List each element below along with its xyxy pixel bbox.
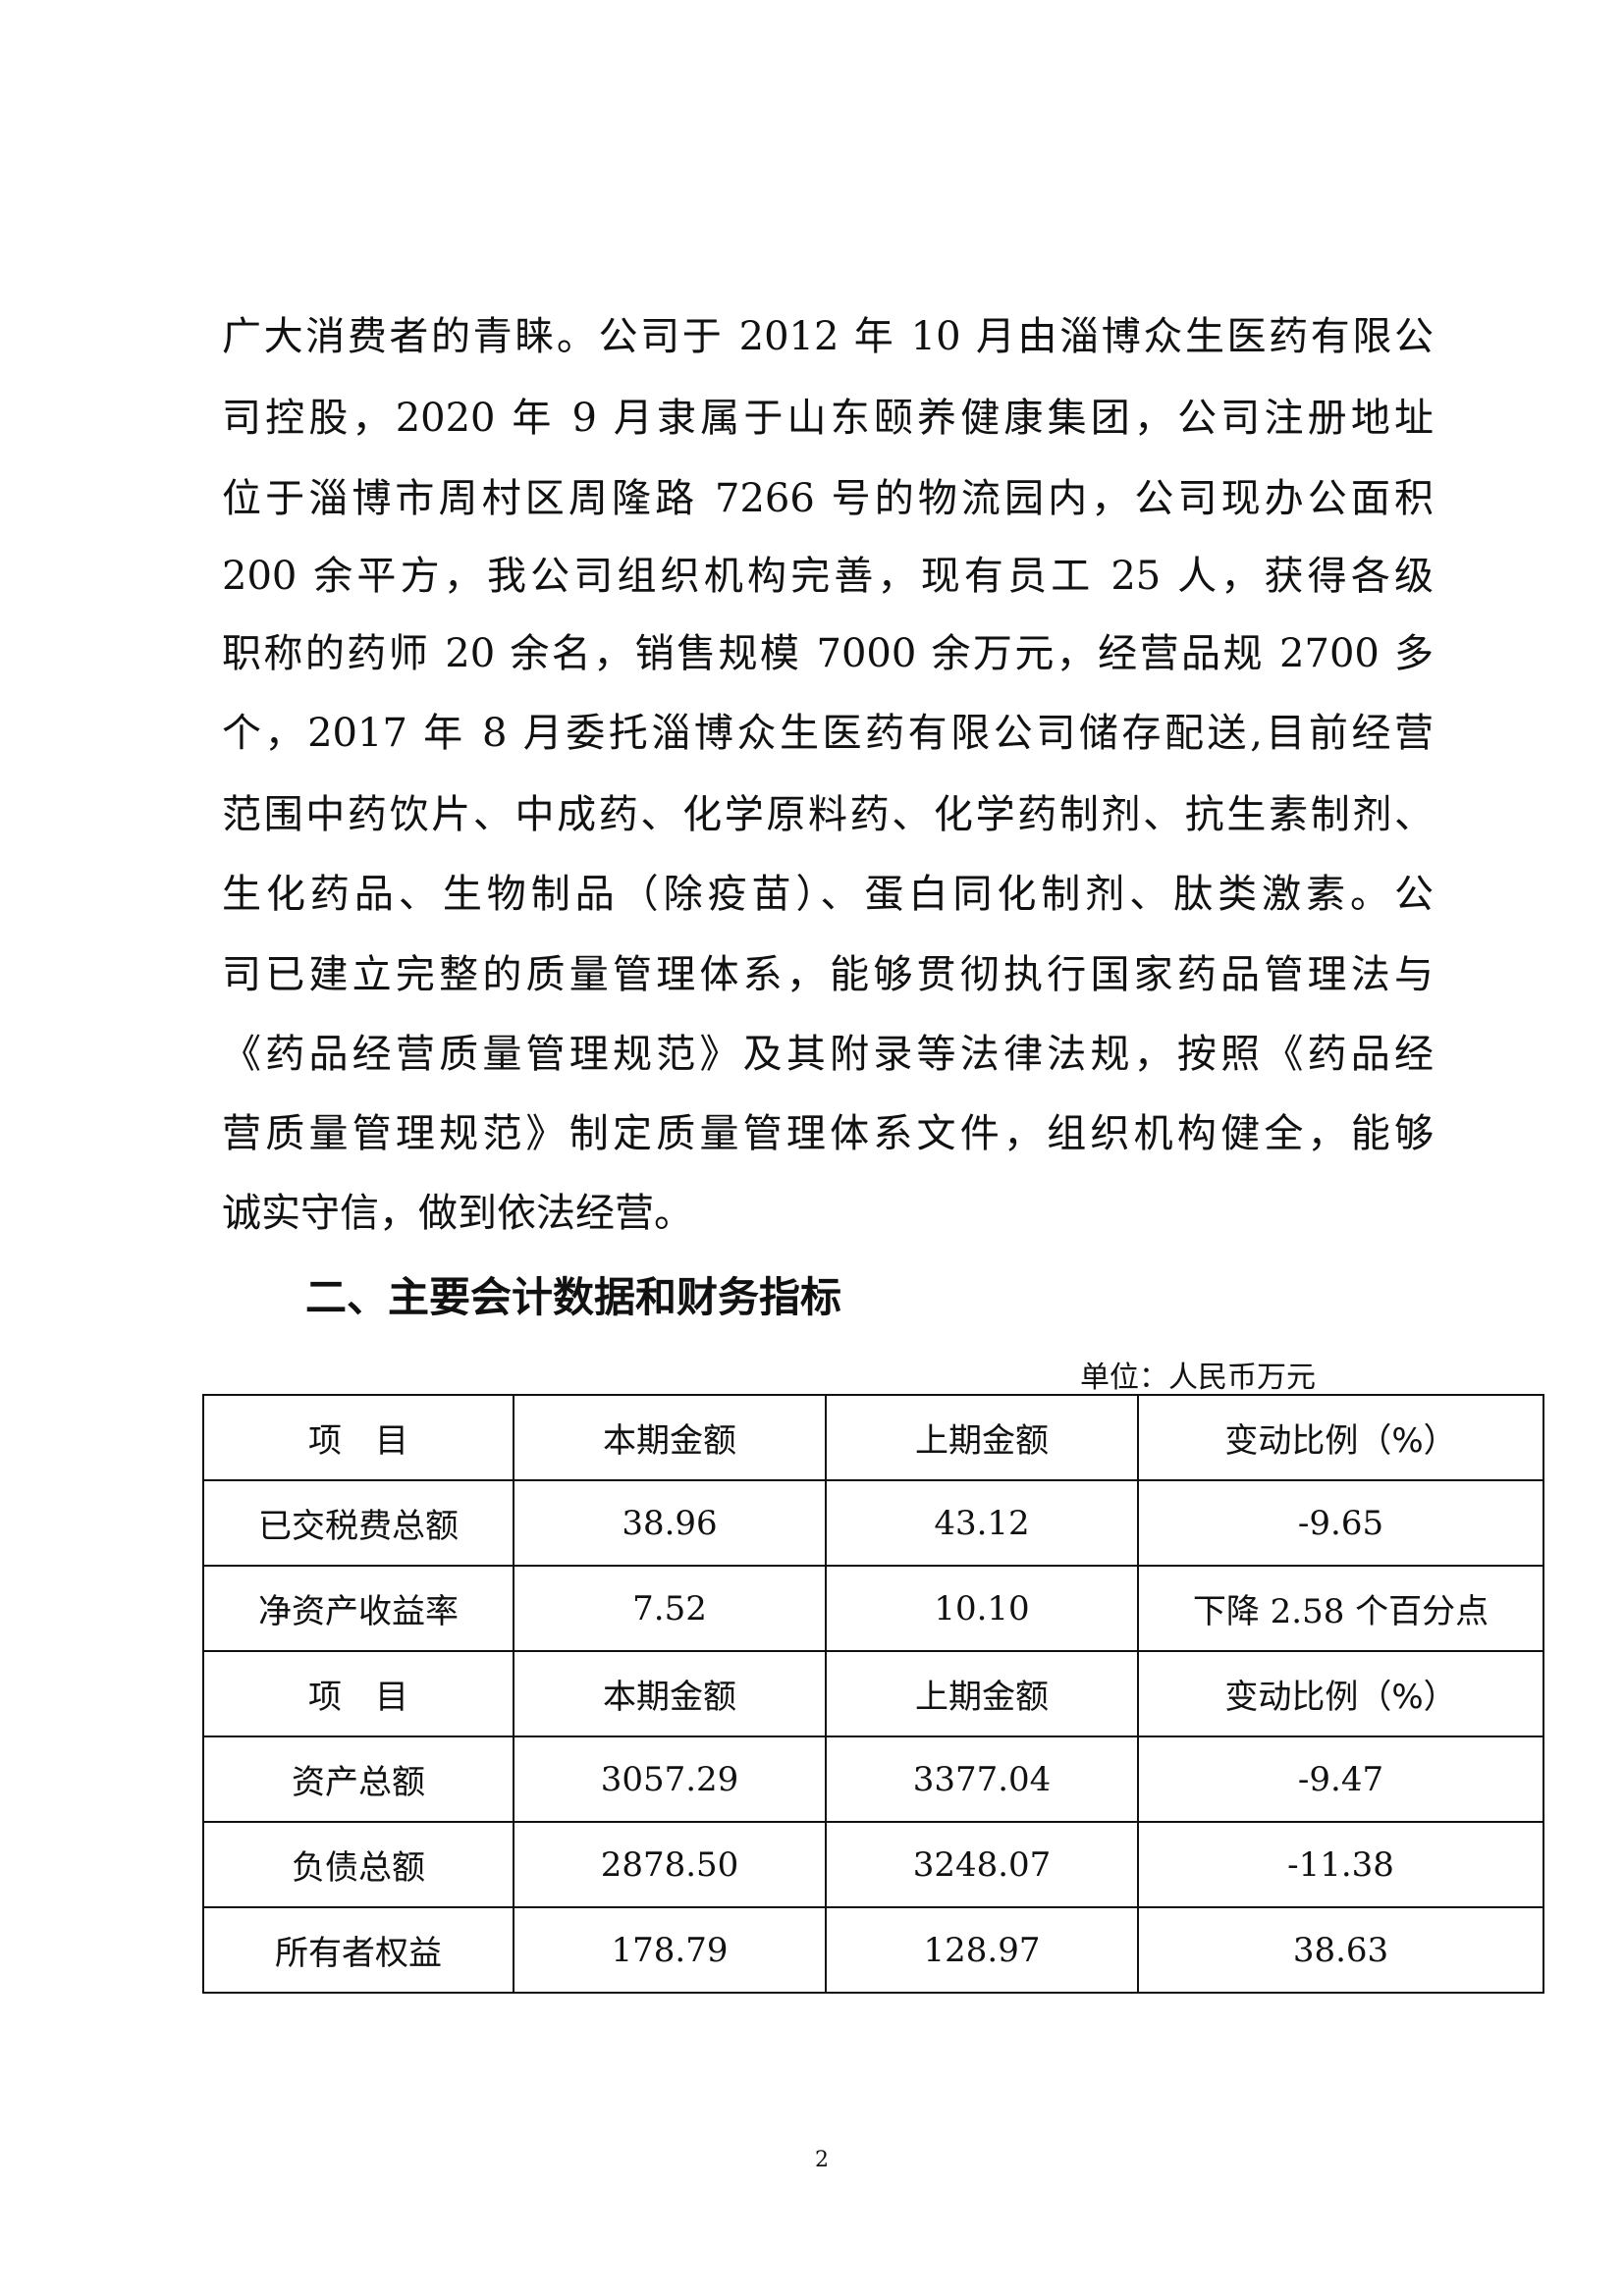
table-cell: 43.12 bbox=[825, 1479, 1139, 1567]
table-cell: 178.79 bbox=[513, 1906, 827, 1994]
header-cell: 变动比例（%） bbox=[1137, 1650, 1544, 1737]
table-row: 已交税费总额 38.96 43.12 -9.65 bbox=[202, 1479, 1544, 1567]
table-row: 净资产收益率 7.52 10.10 下降 2.58 个百分点 bbox=[202, 1565, 1544, 1652]
body-line: 个，2017 年 8 月委托淄博众生医药有限公司储存配送,目前经营 bbox=[222, 711, 1434, 756]
header-cell: 变动比例（%） bbox=[1137, 1394, 1544, 1481]
body-line: 诚实守信，做到依法经营。 bbox=[222, 1191, 693, 1236]
table-cell: 净资产收益率 bbox=[202, 1565, 514, 1652]
table-cell: 已交税费总额 bbox=[202, 1479, 514, 1567]
table-cell: -11.38 bbox=[1137, 1821, 1544, 1908]
header-cell: 上期金额 bbox=[825, 1650, 1139, 1737]
body-line: 位于淄博市周村区周隆路 7266 号的物流园内，公司现办公面积 bbox=[222, 476, 1434, 521]
header-cell: 项 目 bbox=[202, 1650, 514, 1737]
table-row: 负债总额 2878.50 3248.07 -11.38 bbox=[202, 1821, 1544, 1908]
body-line: 司控股，2020 年 9 月隶属于山东颐养健康集团，公司注册地址 bbox=[222, 396, 1434, 441]
table-cell: 10.10 bbox=[825, 1565, 1139, 1652]
body-line: 范围中药饮片、中成药、化学原料药、化学药制剂、抗生素制剂、 bbox=[222, 792, 1434, 837]
table-header-row: 项 目 本期金额 上期金额 变动比例（%） bbox=[202, 1650, 1544, 1737]
body-line: 司已建立完整的质量管理体系，能够贯彻执行国家药品管理法与 bbox=[222, 952, 1434, 997]
table-row: 所有者权益 178.79 128.97 38.63 bbox=[202, 1906, 1544, 1994]
table-cell: 负债总额 bbox=[202, 1821, 514, 1908]
unit-label: 单位：人民币万元 bbox=[1080, 1361, 1316, 1395]
section-heading: 二、主要会计数据和财务指标 bbox=[305, 1273, 842, 1321]
table-row: 资产总额 3057.29 3377.04 -9.47 bbox=[202, 1735, 1544, 1823]
header-cell: 项 目 bbox=[202, 1394, 514, 1481]
body-line: 广大消费者的青睐。公司于 2012 年 10 月由淄博众生医药有限公 bbox=[222, 314, 1434, 359]
header-cell: 上期金额 bbox=[825, 1394, 1139, 1481]
body-line: 《药品经营质量管理规范》及其附录等法律法规，按照《药品经 bbox=[222, 1032, 1434, 1077]
table-cell: 资产总额 bbox=[202, 1735, 514, 1823]
body-line: 200 余平方，我公司组织机构完善，现有员工 25 人，获得各级 bbox=[222, 554, 1434, 599]
table-cell: 38.96 bbox=[513, 1479, 827, 1567]
table-cell: 所有者权益 bbox=[202, 1906, 514, 1994]
header-cell: 本期金额 bbox=[513, 1650, 827, 1737]
table-cell: 3377.04 bbox=[825, 1735, 1139, 1823]
table-cell: 3057.29 bbox=[513, 1735, 827, 1823]
table-cell: 下降 2.58 个百分点 bbox=[1137, 1565, 1544, 1652]
table-cell: 128.97 bbox=[825, 1906, 1139, 1994]
table-cell: 7.52 bbox=[513, 1565, 827, 1652]
body-line: 营质量管理规范》制定质量管理体系文件，组织机构健全，能够 bbox=[222, 1111, 1434, 1156]
table-cell: -9.47 bbox=[1137, 1735, 1544, 1823]
table-cell: 3248.07 bbox=[825, 1821, 1139, 1908]
body-line: 职称的药师 20 余名，销售规模 7000 余万元，经营品规 2700 多 bbox=[222, 631, 1434, 676]
financial-table: 项 目 本期金额 上期金额 变动比例（%） 已交税费总额 38.96 43.12… bbox=[202, 1394, 1544, 1994]
body-line: 生化药品、生物制品（除疫苗）、蛋白同化制剂、肽类激素。公 bbox=[222, 872, 1434, 917]
table-cell: -9.65 bbox=[1137, 1479, 1544, 1567]
table-cell: 38.63 bbox=[1137, 1906, 1544, 1994]
table-cell: 2878.50 bbox=[513, 1821, 827, 1908]
page-number: 2 bbox=[815, 2148, 829, 2172]
header-cell: 本期金额 bbox=[513, 1394, 827, 1481]
table-header-row: 项 目 本期金额 上期金额 变动比例（%） bbox=[202, 1394, 1544, 1481]
